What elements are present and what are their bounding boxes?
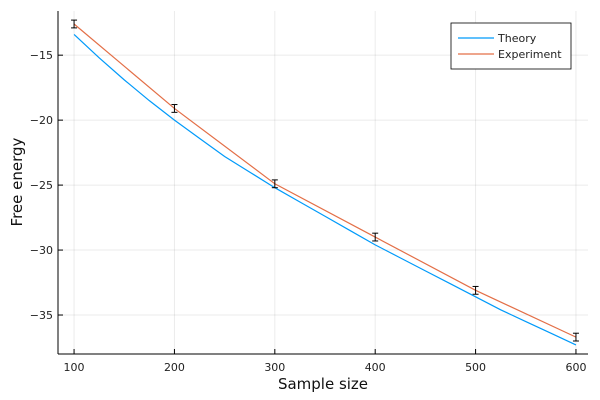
x-tick-label: 300 bbox=[264, 361, 285, 374]
y-ticks: −35 −30 −25 −20 −15 bbox=[30, 49, 63, 322]
axes bbox=[57, 11, 588, 355]
legend-label-experiment: Experiment bbox=[498, 48, 562, 61]
y-tick-label: −35 bbox=[30, 309, 53, 322]
x-tick-label: 200 bbox=[164, 361, 185, 374]
series-line-theory bbox=[73, 33, 577, 346]
series-line-experiment bbox=[73, 23, 577, 338]
series-lines bbox=[73, 23, 577, 346]
x-tick-label: 600 bbox=[565, 361, 586, 374]
y-axis-label: Free energy bbox=[8, 137, 26, 226]
y-tick-label: −15 bbox=[30, 49, 53, 62]
error-bars bbox=[71, 19, 579, 342]
x-tick-label: 400 bbox=[365, 361, 386, 374]
x-ticks: 100 200 300 400 500 600 bbox=[64, 349, 586, 374]
legend-label-theory: Theory bbox=[497, 32, 537, 45]
x-tick-label: 100 bbox=[64, 361, 85, 374]
y-tick-label: −25 bbox=[30, 179, 53, 192]
legend-box bbox=[450, 22, 572, 70]
y-tick-label: −20 bbox=[30, 114, 53, 127]
x-tick-label: 500 bbox=[465, 361, 486, 374]
x-axis-label: Sample size bbox=[278, 375, 368, 393]
legend: Theory Experiment bbox=[450, 22, 572, 70]
y-tick-label: −30 bbox=[30, 244, 53, 257]
